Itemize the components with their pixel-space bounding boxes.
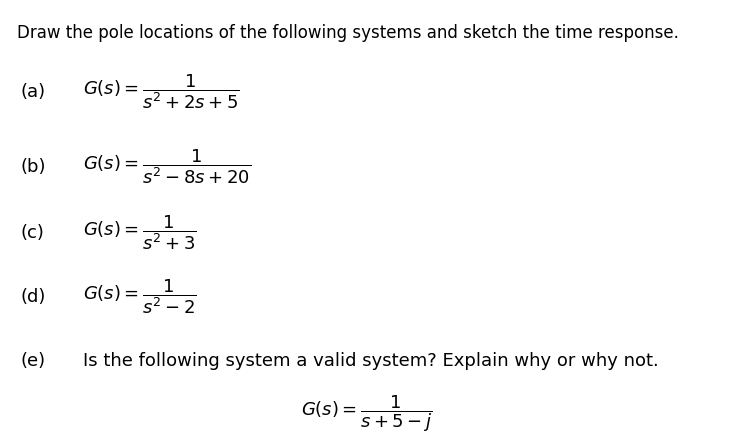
Text: $G(s) = \dfrac{1}{s^2+3}$: $G(s) = \dfrac{1}{s^2+3}$ xyxy=(83,214,197,252)
Text: $G(s) = \dfrac{1}{s+5-j}$: $G(s) = \dfrac{1}{s+5-j}$ xyxy=(301,393,433,434)
Text: Is the following system a valid system? Explain why or why not.: Is the following system a valid system? … xyxy=(83,352,658,370)
Text: (a): (a) xyxy=(21,83,46,101)
Text: (b): (b) xyxy=(21,158,46,176)
Text: (d): (d) xyxy=(21,288,46,306)
Text: Draw the pole locations of the following systems and sketch the time response.: Draw the pole locations of the following… xyxy=(18,24,679,41)
Text: (e): (e) xyxy=(21,352,46,370)
Text: (c): (c) xyxy=(21,224,44,242)
Text: $G(s) = \dfrac{1}{s^2-8s+20}$: $G(s) = \dfrac{1}{s^2-8s+20}$ xyxy=(83,147,251,186)
Text: $G(s) = \dfrac{1}{s^2-2}$: $G(s) = \dfrac{1}{s^2-2}$ xyxy=(83,278,197,317)
Text: $G(s) = \dfrac{1}{s^2+2s+5}$: $G(s) = \dfrac{1}{s^2+2s+5}$ xyxy=(83,72,239,111)
